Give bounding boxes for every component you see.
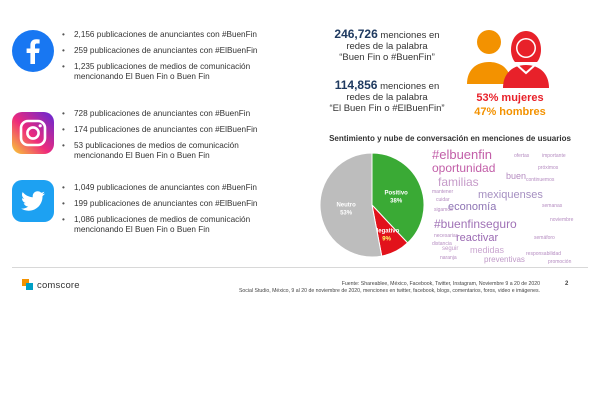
mention-stat-elbuenfin: 114,856 menciones en redes de la palabra… <box>312 78 462 114</box>
pie-slice-positivo <box>371 152 425 244</box>
word-cloud-word: promoción <box>548 259 572 265</box>
word-cloud-word: noviembre <box>550 217 574 223</box>
page-number: 2 <box>565 281 569 287</box>
word-cloud-word: naranja <box>440 255 457 261</box>
list-item: 2,156 publicaciones de anunciantes con #… <box>62 30 282 40</box>
facebook-stats-list: 2,156 publicaciones de anunciantes con #… <box>62 30 282 88</box>
word-cloud-word: #buenfinseguro <box>434 217 517 231</box>
word-cloud-word: próximos <box>538 165 559 171</box>
women-percentage: 53% mujeres <box>476 92 544 104</box>
word-cloud-word: preventivas <box>484 255 525 264</box>
word-cloud-word: mantener <box>432 189 454 195</box>
source-note: Fuente: Shareablee, México, Facebook, Tw… <box>180 281 540 295</box>
word-cloud-word: familias <box>438 175 479 189</box>
mention-text: “Buen Fin o #BuenFin” <box>339 52 435 63</box>
word-cloud-word: necesarias <box>434 233 459 239</box>
facebook-icon <box>12 30 54 72</box>
list-item: 53 publicaciones de medios de comunicaci… <box>62 141 282 161</box>
word-cloud-word: mexiquenses <box>478 189 543 201</box>
word-cloud-word: cuidar <box>436 197 450 203</box>
pie-value-label: 38% <box>390 198 403 204</box>
word-cloud-word: importante <box>542 153 566 159</box>
mention-number: 246,726 <box>334 27 378 41</box>
word-cloud-word: semáforo <box>534 235 555 241</box>
word-cloud-word: sigamos <box>434 207 453 213</box>
word-cloud-word: seguir <box>442 246 459 252</box>
mention-text: redes de la palabra <box>346 41 428 52</box>
word-cloud: #elbuenfin oportunidad familias mexiquenses… <box>430 146 580 265</box>
list-item: 199 publicaciones de anunciantes con #El… <box>62 199 282 209</box>
pie-label: Neutro <box>336 202 356 208</box>
mention-stat-buenfin: 246,726 menciones en redes de la palabra… <box>312 27 462 63</box>
word-cloud-word: oportunidad <box>432 161 496 175</box>
mention-text: menciones en <box>377 81 440 92</box>
list-item: 1,086 publicaciones de medios de comunic… <box>62 215 282 235</box>
pie-slice-neutro <box>319 152 383 258</box>
instagram-stats-list: 728 publicaciones de anunciantes con #Bu… <box>62 109 282 167</box>
word-cloud-word: responsabilidad <box>526 251 562 257</box>
mention-text: “El Buen Fin o #ElBuenFin” <box>329 103 445 114</box>
comscore-logo: comscore <box>22 279 80 291</box>
list-item: 174 publicaciones de anunciantes con #El… <box>62 125 282 135</box>
source-line: Fuente: Shareablee, México, Facebook, Tw… <box>341 281 540 287</box>
word-cloud-word: buen <box>506 171 527 181</box>
list-item: 1,049 publicaciones de anunciantes con #… <box>62 183 282 193</box>
source-line: Social Studio, México, 9 al 20 de noviem… <box>238 288 540 294</box>
pie-label: Negativo <box>374 229 400 235</box>
pie-value-label: 53% <box>340 210 353 216</box>
pie-value-label: 9% <box>382 237 391 243</box>
mention-text: menciones en <box>377 30 440 41</box>
pie-label: Positivo <box>385 190 409 196</box>
word-cloud-word: medidas <box>470 245 505 255</box>
section-title: Sentimiento y nube de conversación en me… <box>329 134 571 143</box>
men-percentage: 47% hombres <box>474 106 546 118</box>
word-cloud-word: semanas <box>542 203 563 209</box>
instagram-icon <box>12 112 54 154</box>
word-cloud-word: continuemos <box>526 177 555 183</box>
word-cloud-word: ofertas <box>514 153 530 159</box>
word-cloud-word: economía <box>448 201 497 213</box>
twitter-icon <box>12 180 54 222</box>
mention-number: 114,856 <box>334 78 378 92</box>
list-item: 1,235 publicaciones de medios de comunic… <box>62 62 282 82</box>
sentiment-pie-chart: Positivo 38% Negativo 9% Neutro 53% <box>319 152 425 258</box>
twitter-stats-list: 1,049 publicaciones de anunciantes con #… <box>62 183 282 241</box>
people-icon <box>455 22 555 90</box>
logo-text: comscore <box>37 280 80 291</box>
word-cloud-word: #elbuenfin <box>432 147 492 162</box>
list-item: 728 publicaciones de anunciantes con #Bu… <box>62 109 282 119</box>
word-cloud-word: distancia <box>432 241 452 247</box>
list-item: 259 publicaciones de anunciantes con #El… <box>62 46 282 56</box>
footer-divider <box>12 267 588 268</box>
mention-text: redes de la palabra <box>346 92 428 103</box>
word-cloud-word: reactivar <box>456 232 499 244</box>
